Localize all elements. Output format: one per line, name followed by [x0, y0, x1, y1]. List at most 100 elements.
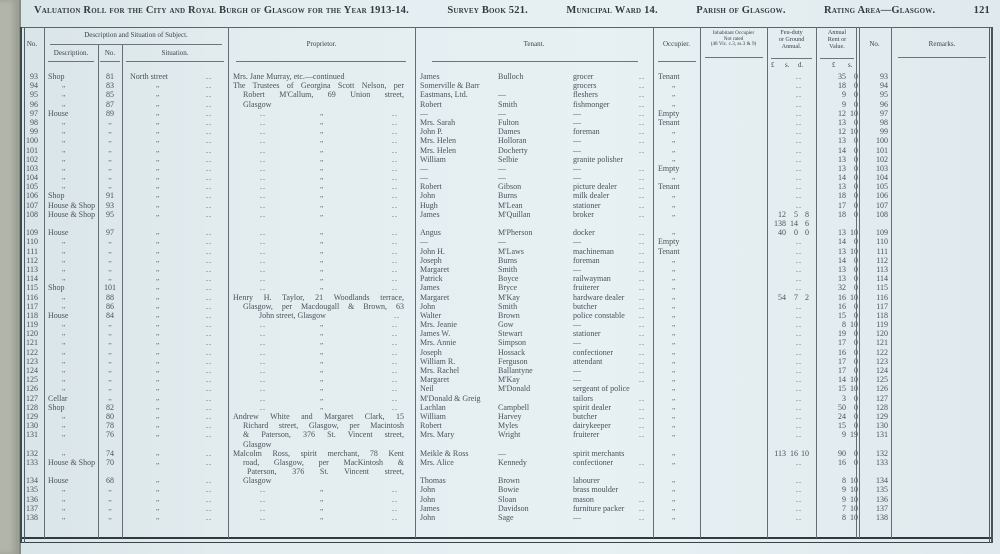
proprietor-ditto: ,, [320, 503, 324, 512]
entry-no-right: 133 [876, 457, 888, 467]
header-underline [432, 61, 638, 62]
rent-shillings: 0 [854, 457, 858, 467]
situation-dots: .. [206, 356, 212, 366]
proprietor-ditto: .. [260, 163, 266, 173]
proprietor-ditto: .. [260, 393, 266, 403]
feu-dots: .. [796, 375, 802, 385]
feu-dots: .. [796, 494, 802, 504]
feu-dots: .. [796, 81, 802, 91]
occupier: ,, [672, 421, 676, 430]
proprietor-ditto: ,, [320, 209, 324, 218]
col-header-group: Description and Situation of Subject. [84, 31, 188, 39]
proprietor-ditto: .. [392, 145, 398, 155]
description: ,, [62, 503, 66, 512]
tenant-surname: M'Quillan [498, 209, 531, 219]
proprietor: Glasgow [243, 476, 272, 486]
tenant-forename: James [420, 503, 440, 513]
street-no: ,, [108, 366, 112, 374]
tenant-surname: Ferguson [498, 356, 528, 366]
entry-no: 111 [26, 246, 38, 256]
page-title: Valuation Roll for the City and Royal Bu… [34, 5, 409, 16]
rent-shillings: 0 [854, 329, 858, 339]
rent-pounds: 12 [838, 108, 846, 118]
occupier: ,, [672, 274, 676, 283]
tenant-dots: .. [639, 117, 645, 127]
tenant-dots: .. [639, 402, 645, 412]
description: Cellar [48, 393, 68, 403]
proprietor-ditto: ,, [320, 393, 324, 402]
tenant-forename: Meikle & Ross [420, 448, 469, 458]
col-header-description: Description. [53, 49, 89, 57]
tenant-forename: Mrs. Sarah [420, 117, 456, 127]
street-no: ,, [108, 329, 112, 338]
rent-shillings: 10 [850, 127, 858, 137]
table-body: 93 Shop 81 North street.. Mrs. Jane Murray, … [20, 72, 993, 522]
description: Shop [48, 191, 65, 201]
entry-no-right: 121 [876, 338, 888, 348]
rent-pounds: 15 [838, 421, 846, 431]
valuation-table: No. Description and Situation of Subject… [20, 27, 993, 543]
tenant-dots: .. [639, 310, 645, 320]
table-row: 134 House 68,,.. Glasgow Thomas Brown labourer… [20, 476, 993, 485]
tenant-forename: — [420, 108, 428, 118]
header-underline [236, 61, 406, 62]
rent-shillings: 0 [854, 90, 858, 100]
rent-shillings: 0 [854, 81, 858, 91]
table-row: 124,,,,,,....,,.. Mrs. Rachel Ballantyne —.… [20, 366, 993, 375]
occupier: ,, [672, 81, 676, 90]
col-header-inhabitant: Inhabitant Occupier Not rated (48 Vic. c… [700, 30, 767, 48]
table-row: 108 House & Shop 95,,....,,.. James M'Quilla… [20, 210, 993, 219]
street-no: ,, [108, 356, 112, 365]
feu-dots: .. [796, 411, 802, 421]
situation: ,, [156, 457, 160, 466]
proprietor-ditto: ,, [320, 485, 324, 494]
proprietor-ditto: .. [260, 283, 266, 293]
table-row: 119,,,,,,....,,.. Mrs. Jeanie Gow —..,,.. 8 1… [20, 320, 993, 329]
tenant-dots: .. [639, 430, 645, 440]
entry-no-right: 116 [876, 292, 888, 302]
rent-pounds: 17 [838, 356, 846, 366]
table-row: 102,,,,,,....,,.. William Selbie granite po… [20, 155, 993, 164]
tenant-forename: — [420, 173, 428, 183]
rent-pounds: 9 [842, 430, 846, 440]
proprietor-ditto: ,, [320, 136, 324, 145]
entry-no: 132 [26, 448, 38, 458]
tenant-surname: Bulloch [498, 72, 524, 81]
entry-no: 112 [26, 255, 38, 265]
street-no: 82 [106, 402, 114, 412]
situation-dots: .. [206, 154, 212, 164]
situation: ,, [156, 81, 160, 90]
table-row: 109 House 97,,....,,.. Angus M'Pherson docker… [20, 228, 993, 237]
proprietor: Glasgow [243, 439, 272, 449]
entry-no: 99 [30, 127, 38, 137]
tenant-dots: .. [639, 145, 645, 155]
header-underline [705, 57, 763, 58]
situation-dots: .. [206, 274, 212, 284]
tenant-dots: .. [639, 283, 645, 293]
feu-pounds: 12 [778, 209, 786, 219]
proprietor-ditto: .. [260, 255, 266, 265]
tenant-forename: Hugh [420, 200, 438, 210]
proprietor-ditto: ,, [320, 108, 324, 117]
entry-no: 103 [26, 163, 38, 173]
feu-dots: .. [796, 237, 802, 247]
rent-pounds: 24 [838, 411, 846, 421]
rent-shillings: 0 [854, 338, 858, 348]
street-no: ,, [108, 503, 112, 512]
situation-dots: .. [206, 329, 212, 339]
description: House [48, 476, 69, 486]
feu-dots: .. [796, 173, 802, 183]
tenant-surname: Selbie [498, 154, 518, 164]
tenant-occupation: fruiterer [573, 430, 600, 440]
entry-no: 130 [26, 421, 38, 431]
tenant-surname: Bowie [498, 485, 519, 495]
table-gap-row: Paterson, 376 St. Vincent street, [20, 467, 993, 476]
proprietor-ditto: .. [260, 246, 266, 256]
proprietor-ditto: .. [260, 274, 266, 284]
rent-shillings: 10 [850, 494, 858, 504]
situation: ,, [156, 338, 160, 347]
situation: ,, [156, 228, 160, 237]
tenant-forename: Mrs. Jeanie [420, 320, 457, 330]
header-underline [898, 57, 986, 58]
entry-no: 123 [26, 356, 38, 366]
